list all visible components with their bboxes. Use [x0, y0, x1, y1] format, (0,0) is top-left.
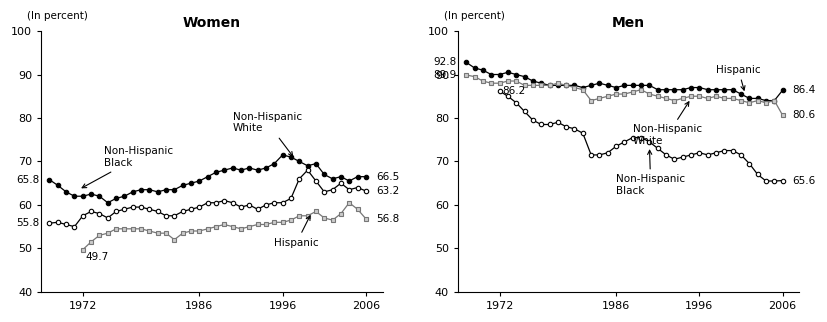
Text: Non-Hispanic
White: Non-Hispanic White: [632, 102, 701, 146]
Text: 63.2: 63.2: [375, 186, 399, 196]
Text: 65.8: 65.8: [17, 175, 40, 185]
Text: 80.6: 80.6: [791, 110, 815, 120]
Text: 56.8: 56.8: [375, 214, 399, 224]
Text: 89.9: 89.9: [433, 70, 456, 80]
Text: Non-Hispanic
Black: Non-Hispanic Black: [82, 147, 173, 188]
Title: Women: Women: [183, 16, 241, 30]
Text: 92.8: 92.8: [433, 57, 456, 67]
Text: (In percent): (In percent): [444, 11, 504, 21]
Text: (In percent): (In percent): [27, 11, 88, 21]
Title: Men: Men: [611, 16, 644, 30]
Text: Non-Hispanic
White: Non-Hispanic White: [232, 112, 301, 156]
Text: 86.2: 86.2: [501, 86, 524, 96]
Text: Non-Hispanic
Black: Non-Hispanic Black: [615, 150, 685, 196]
Text: 55.8: 55.8: [17, 218, 40, 228]
Text: 49.7: 49.7: [85, 252, 108, 262]
Text: 66.5: 66.5: [375, 172, 399, 182]
Text: 65.6: 65.6: [791, 175, 815, 185]
Text: 86.4: 86.4: [791, 85, 815, 95]
Text: Hispanic: Hispanic: [715, 64, 760, 90]
Text: Hispanic: Hispanic: [274, 216, 318, 248]
